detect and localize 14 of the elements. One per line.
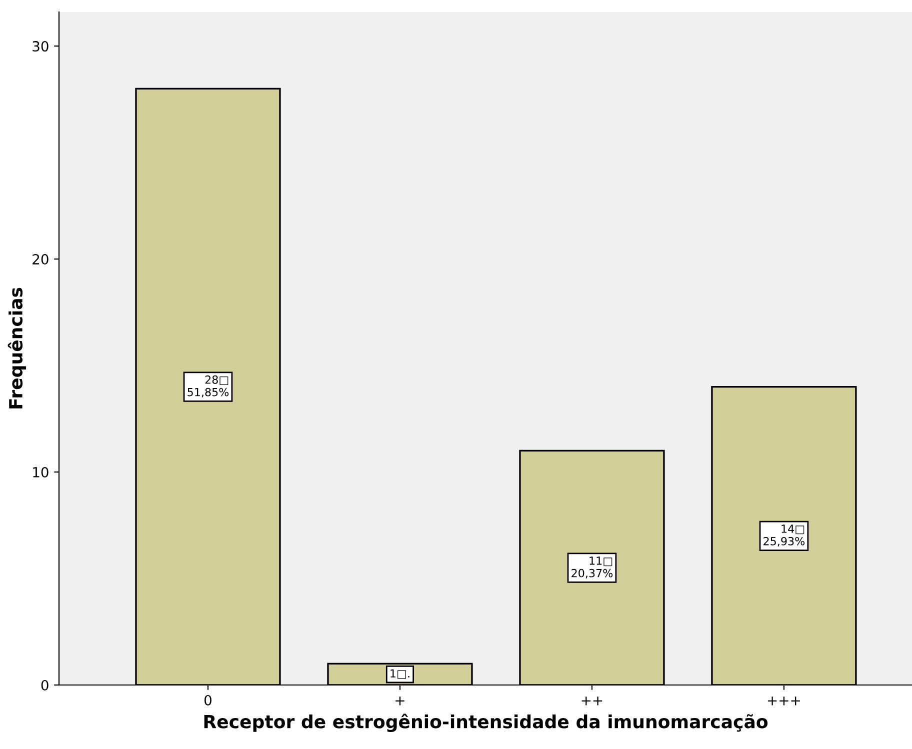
data-label: 1□. xyxy=(390,669,410,679)
y-tick-label: 0 xyxy=(41,680,48,690)
y-tick-label: 20 xyxy=(32,254,48,265)
data-label: 11□ 20,37% xyxy=(572,556,613,578)
x-tick-label: 0 xyxy=(204,694,212,706)
y-axis-title: Frequências xyxy=(8,288,26,408)
y-tick-label: 30 xyxy=(32,41,48,52)
data-label: 14□ 25,93% xyxy=(764,524,805,546)
x-tick-label: ++ xyxy=(582,696,602,706)
x-tick-label: +++ xyxy=(768,696,800,706)
data-label: 28□ 51,85% xyxy=(188,375,229,398)
y-tick-label: 10 xyxy=(33,466,48,478)
x-tick-label: + xyxy=(396,696,404,706)
x-axis-title: Receptor de estrogênio-intensidade da imunomarcação xyxy=(204,714,768,732)
